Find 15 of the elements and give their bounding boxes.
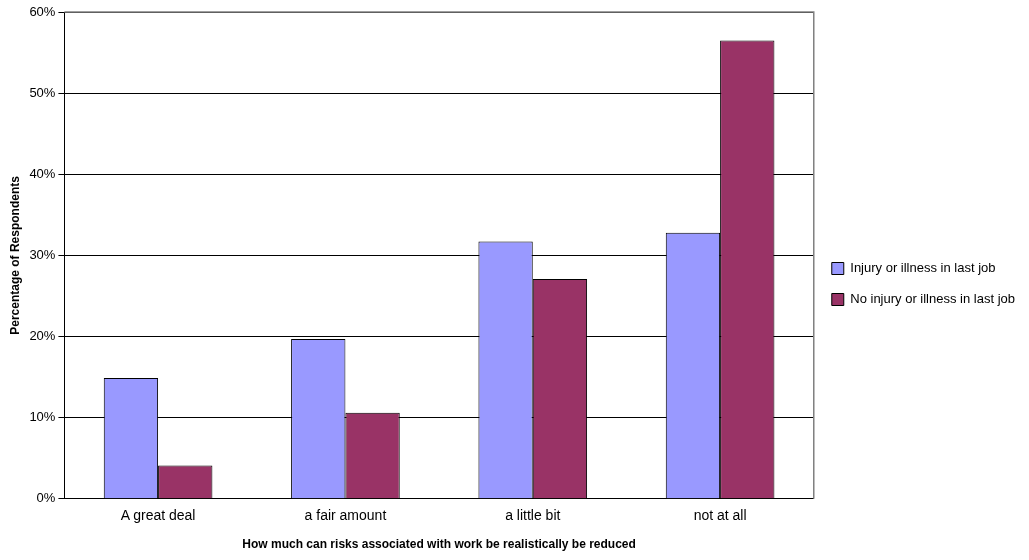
x-tick-label: not at all	[693, 507, 747, 524]
x-tick-label: a little bit	[505, 507, 561, 524]
y-tick-label: 20%	[29, 328, 56, 344]
legend-label: No injury or illness in last job	[850, 291, 1015, 307]
y-axis-title: Percentage of Respondents	[7, 175, 22, 335]
y-tick-label: 30%	[29, 246, 56, 262]
x-tick-label: a fair amount	[304, 507, 387, 524]
y-tick-label: 60%	[29, 3, 56, 19]
legend-label: Injury or illness in last job	[850, 260, 996, 276]
x-tick-label: A great deal	[120, 507, 196, 524]
y-tick-label: 50%	[29, 84, 56, 100]
x-axis-title: How much can risks associated with work be realistically be reduced	[242, 537, 636, 552]
y-tick-label: 40%	[29, 165, 56, 181]
y-tick-label: 0%	[36, 490, 56, 506]
y-tick-label: 10%	[29, 409, 56, 425]
